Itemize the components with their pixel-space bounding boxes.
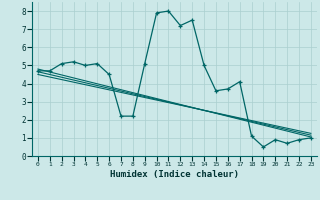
X-axis label: Humidex (Indice chaleur): Humidex (Indice chaleur) xyxy=(110,170,239,179)
